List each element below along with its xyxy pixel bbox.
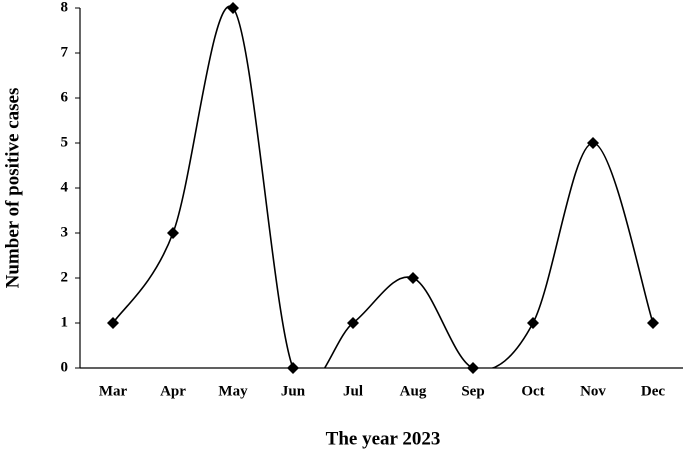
marker <box>227 2 239 14</box>
x-tick-label: Apr <box>160 383 186 399</box>
x-tick-label: Nov <box>580 383 606 399</box>
x-tick-label: Aug <box>400 383 427 399</box>
y-tick-label: 0 <box>61 359 69 375</box>
x-tick-label: Jun <box>281 383 306 399</box>
x-tick-label: Oct <box>521 383 544 399</box>
y-tick-label: 8 <box>61 0 69 15</box>
marker <box>407 272 419 284</box>
y-tick-label: 6 <box>61 89 69 105</box>
x-tick-label: May <box>218 383 248 399</box>
marker <box>467 362 479 374</box>
marker <box>587 137 599 149</box>
line <box>112 5 654 368</box>
x-tick-label: Mar <box>99 383 128 399</box>
marker <box>107 317 119 329</box>
y-tick-label: 2 <box>61 269 69 285</box>
marker <box>167 227 179 239</box>
y-tick-label: 7 <box>61 44 69 60</box>
y-tick-label: 1 <box>61 314 69 330</box>
x-tick-label: Dec <box>641 383 665 399</box>
marker <box>647 317 659 329</box>
y-axis-title: Number of positive cases <box>2 88 23 289</box>
x-tick-label: Sep <box>461 383 484 399</box>
y-tick-label: 5 <box>61 134 69 150</box>
marker <box>287 362 299 374</box>
y-tick-label: 3 <box>61 224 69 240</box>
marker <box>527 317 539 329</box>
x-tick-label: Jul <box>343 383 363 399</box>
marker <box>347 317 359 329</box>
y-tick-label: 4 <box>61 179 69 195</box>
x-axis-title: The year 2023 <box>326 428 441 449</box>
